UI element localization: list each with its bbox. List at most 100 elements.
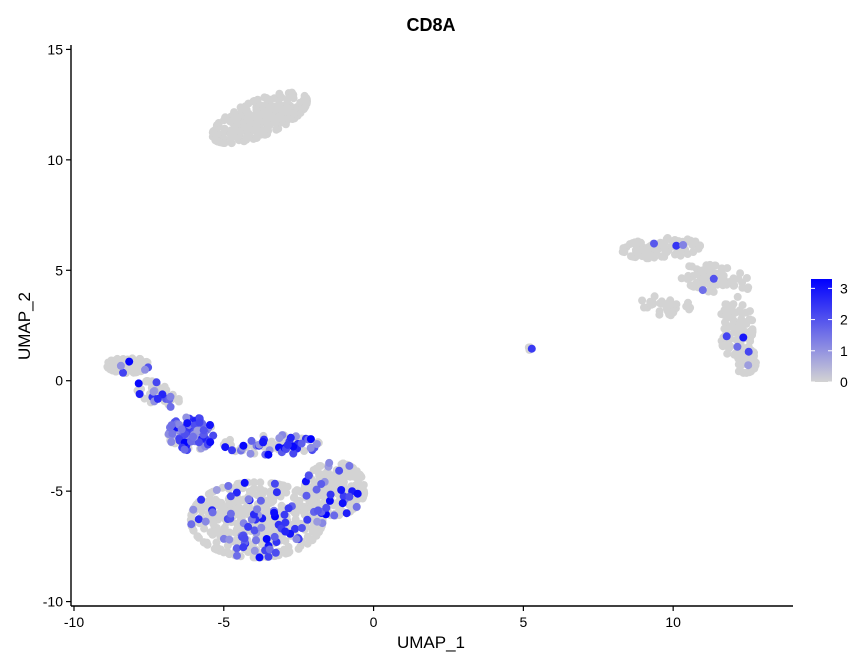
cell-point (259, 438, 268, 447)
cell-point (252, 536, 260, 545)
cell-point (742, 274, 751, 282)
cell-point (303, 515, 312, 524)
cell-point (289, 493, 298, 502)
cell-point (283, 440, 292, 449)
cell-point (313, 517, 322, 526)
cell-point (683, 274, 692, 283)
cell-point (113, 354, 122, 363)
cell-point (256, 496, 265, 505)
cell-point (232, 116, 241, 125)
cell-point (228, 446, 236, 455)
cell-point (244, 495, 253, 504)
cell-point (177, 425, 186, 434)
cell-point (263, 498, 272, 507)
cell-point (134, 379, 143, 388)
cell-point (292, 535, 301, 544)
cell-point (125, 357, 134, 366)
cell-point (270, 508, 279, 517)
cell-point (724, 313, 733, 322)
cell-point (638, 296, 647, 305)
cell-point (247, 436, 256, 445)
cell-point (119, 368, 127, 377)
cell-point (216, 511, 225, 520)
x-axis-ticks: -10 -5 0 5 10 (64, 606, 681, 630)
cell-point (221, 113, 230, 122)
cell-point (264, 552, 273, 561)
cell-point (335, 466, 344, 475)
cell-point (655, 307, 664, 316)
cell-point (252, 133, 261, 142)
cell-point (687, 262, 696, 271)
cell-point (729, 300, 738, 309)
cell-point (312, 440, 321, 448)
cell-point (287, 88, 296, 97)
cell-point (734, 367, 743, 376)
cell-point (360, 487, 368, 496)
cell-point (232, 544, 241, 553)
y-tick-label: 10 (47, 152, 63, 168)
cell-point (242, 135, 251, 144)
cell-point (718, 341, 727, 350)
cell-point (208, 508, 217, 517)
cell-point (250, 546, 259, 555)
cell-point (271, 548, 280, 557)
cell-point (345, 461, 354, 470)
cell-point (632, 245, 641, 253)
cell-point (232, 488, 241, 497)
y-tick-label: 0 (55, 373, 63, 389)
cell-point (240, 534, 249, 543)
cell-point (709, 274, 718, 283)
cell-point (250, 478, 259, 487)
cell-point (240, 478, 249, 487)
cell-point (733, 292, 742, 301)
cell-point (266, 491, 275, 499)
cell-point (233, 551, 241, 560)
cell-point (226, 435, 234, 444)
cell-point (242, 107, 251, 116)
cell-point (225, 535, 234, 544)
cell-point (209, 519, 218, 528)
cell-point (207, 496, 216, 505)
cell-point (272, 488, 281, 497)
cell-point (239, 543, 248, 552)
cell-point (721, 300, 730, 309)
cell-point (730, 324, 739, 333)
cell-point (527, 344, 536, 353)
cell-point (352, 502, 361, 511)
colorbar-tick-label: 1 (840, 343, 848, 359)
cell-point (353, 489, 362, 498)
cell-point (286, 433, 295, 442)
cell-point (187, 520, 196, 529)
cell-point (313, 506, 322, 515)
cell-point (197, 495, 206, 504)
cell-point (211, 527, 220, 536)
cell-point (696, 242, 704, 250)
cell-point (167, 437, 176, 446)
colorbar (811, 279, 832, 382)
chart-title: CD8A (406, 15, 455, 35)
cell-point (231, 528, 240, 537)
cell-point (650, 239, 658, 248)
cell-point (656, 299, 664, 308)
cell-point (300, 447, 309, 455)
y-tick-label: 5 (55, 262, 63, 278)
cell-point (141, 365, 149, 374)
cell-point (315, 528, 323, 537)
cell-point (312, 485, 321, 494)
cell-point (256, 478, 265, 487)
cell-point (252, 109, 261, 118)
cell-point (299, 507, 308, 516)
cell-point (739, 333, 748, 342)
cell-point (194, 438, 203, 447)
cell-point (650, 292, 659, 301)
cell-point (744, 283, 753, 292)
cell-point (227, 139, 236, 148)
cell-point (342, 509, 351, 518)
cell-point (245, 116, 254, 125)
cell-point (236, 103, 245, 112)
cell-point (726, 342, 735, 351)
cell-point (618, 247, 627, 256)
cell-point (710, 261, 719, 270)
cell-point (109, 364, 118, 373)
cell-point (657, 252, 666, 261)
